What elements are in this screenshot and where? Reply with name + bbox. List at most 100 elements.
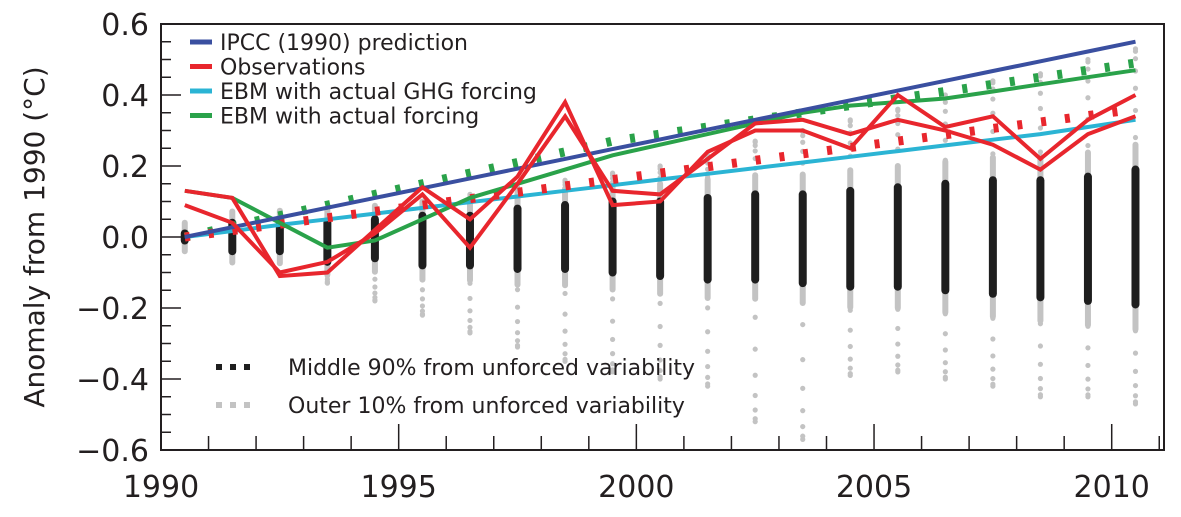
outer-10-point <box>1085 59 1091 65</box>
outer-10-point <box>514 338 521 344</box>
outer-10-point <box>1037 125 1044 131</box>
outer-10-point <box>847 327 853 333</box>
outer-10-point <box>847 365 853 371</box>
outer-10-point <box>514 304 521 310</box>
outer-10-point <box>372 290 378 296</box>
outer-10-point <box>895 341 901 347</box>
outer-10-point <box>562 311 568 317</box>
outer-10-point <box>562 351 568 357</box>
outer-10-point <box>1132 134 1139 141</box>
outer-10-point <box>847 343 853 350</box>
legend-dot-swatch <box>216 402 222 408</box>
outer-10-point <box>1132 85 1139 91</box>
y-tick-label: −0.2 <box>76 292 149 327</box>
outer-10-point <box>609 351 616 357</box>
outer-10-point <box>990 353 996 359</box>
legend-dot-swatch <box>230 402 236 408</box>
outer-10-point <box>942 99 948 105</box>
x-tick-label: 2000 <box>598 470 674 505</box>
outer-10-point <box>990 336 996 342</box>
outer-10-point <box>990 375 996 382</box>
outer-10-point <box>1037 90 1044 96</box>
outer-10-point <box>705 363 711 370</box>
x-tick-label: 2005 <box>836 470 912 505</box>
outer-10-point <box>657 323 663 330</box>
outer-10-point <box>657 357 663 363</box>
outer-10-point <box>990 366 996 372</box>
y-tick-label: −0.4 <box>76 363 149 398</box>
outer-10-point <box>800 133 806 139</box>
x-tick-label: 2010 <box>1074 470 1150 505</box>
outer-10-point <box>942 374 948 380</box>
x-tick-label: 1990 <box>123 470 199 505</box>
outer-10-point <box>1132 350 1139 356</box>
y-axis: 0.6 0.4 0.2 0.0 −0.2 −0.4 −0.6 <box>76 8 181 469</box>
outer-10-point <box>800 408 806 414</box>
outer-10-point <box>895 132 901 138</box>
outer-10-point <box>942 369 948 375</box>
outer-10-point <box>942 331 948 337</box>
outer-10-point <box>1085 362 1091 369</box>
outer-10-point <box>752 416 758 422</box>
outer-10-point <box>467 328 473 335</box>
y-axis-title: Anomaly from 1990 (°C) <box>18 66 51 407</box>
outer-10-point <box>1037 73 1044 79</box>
y-tick-label: −0.6 <box>76 434 149 469</box>
outer-10-point <box>752 148 758 154</box>
outer-10-point <box>609 318 616 324</box>
outer-10-point <box>514 342 521 349</box>
outer-10-point <box>752 346 758 352</box>
variability-legend: Middle 90% from unforced variability Oute… <box>216 356 695 419</box>
outer-10-point <box>942 347 948 353</box>
outer-10-point <box>657 300 663 306</box>
legend-label: IPCC (1990) prediction <box>220 31 468 56</box>
y-tick-label: 0.4 <box>101 79 149 114</box>
series-line-ipcc-1990-prediction <box>184 39 1136 239</box>
outer-10-point <box>705 305 711 311</box>
outer-10-point <box>372 284 378 290</box>
outer-10-point <box>1037 343 1044 349</box>
outer-10-point <box>1085 78 1091 84</box>
outer-10-point <box>1085 95 1091 101</box>
outer-10-point <box>800 433 806 439</box>
outer-10-point <box>705 381 711 387</box>
outer-10-point <box>1037 375 1044 382</box>
series-line-observations-alt-dataset <box>184 112 1137 275</box>
outer-10-point <box>1132 368 1139 374</box>
legend-label: EBM with actual forcing <box>220 105 479 130</box>
outer-10-point <box>1085 66 1091 72</box>
outer-10-point <box>942 108 948 114</box>
outer-10-point <box>705 348 711 354</box>
outer-10-point <box>800 385 806 391</box>
outer-10-point <box>705 374 711 381</box>
outer-10-point <box>1037 149 1044 155</box>
legend-label: EBM with actual GHG forcing <box>220 80 537 105</box>
outer-10-point <box>562 290 568 297</box>
outer-10-point <box>1037 392 1044 398</box>
legend-label: Observations <box>220 56 365 81</box>
outer-10-point <box>1085 376 1091 382</box>
outer-10-point <box>1132 399 1139 405</box>
outer-10-point <box>609 367 616 373</box>
outer-10-point <box>942 360 948 366</box>
outer-10-point <box>752 407 758 413</box>
outer-10-point <box>800 423 806 430</box>
legend-dot-swatch <box>244 402 250 408</box>
outer-10-point <box>895 367 901 373</box>
outer-10-point <box>514 318 521 325</box>
legend-label: Outer 10% from unforced variability <box>288 394 685 419</box>
outer-10-point <box>847 371 853 377</box>
outer-10-point <box>562 341 568 347</box>
outer-10-point <box>467 308 473 314</box>
outer-10-point <box>1037 105 1044 112</box>
y-tick-label: 0.6 <box>101 8 149 43</box>
outer-10-point <box>990 96 996 102</box>
outer-10-point <box>1085 345 1091 351</box>
outer-10-point <box>419 287 426 293</box>
outer-10-point <box>419 296 426 302</box>
outer-10-point <box>990 80 996 86</box>
outer-10-point <box>847 356 853 362</box>
outer-10-point <box>467 295 473 302</box>
outer-10-point <box>800 139 806 145</box>
